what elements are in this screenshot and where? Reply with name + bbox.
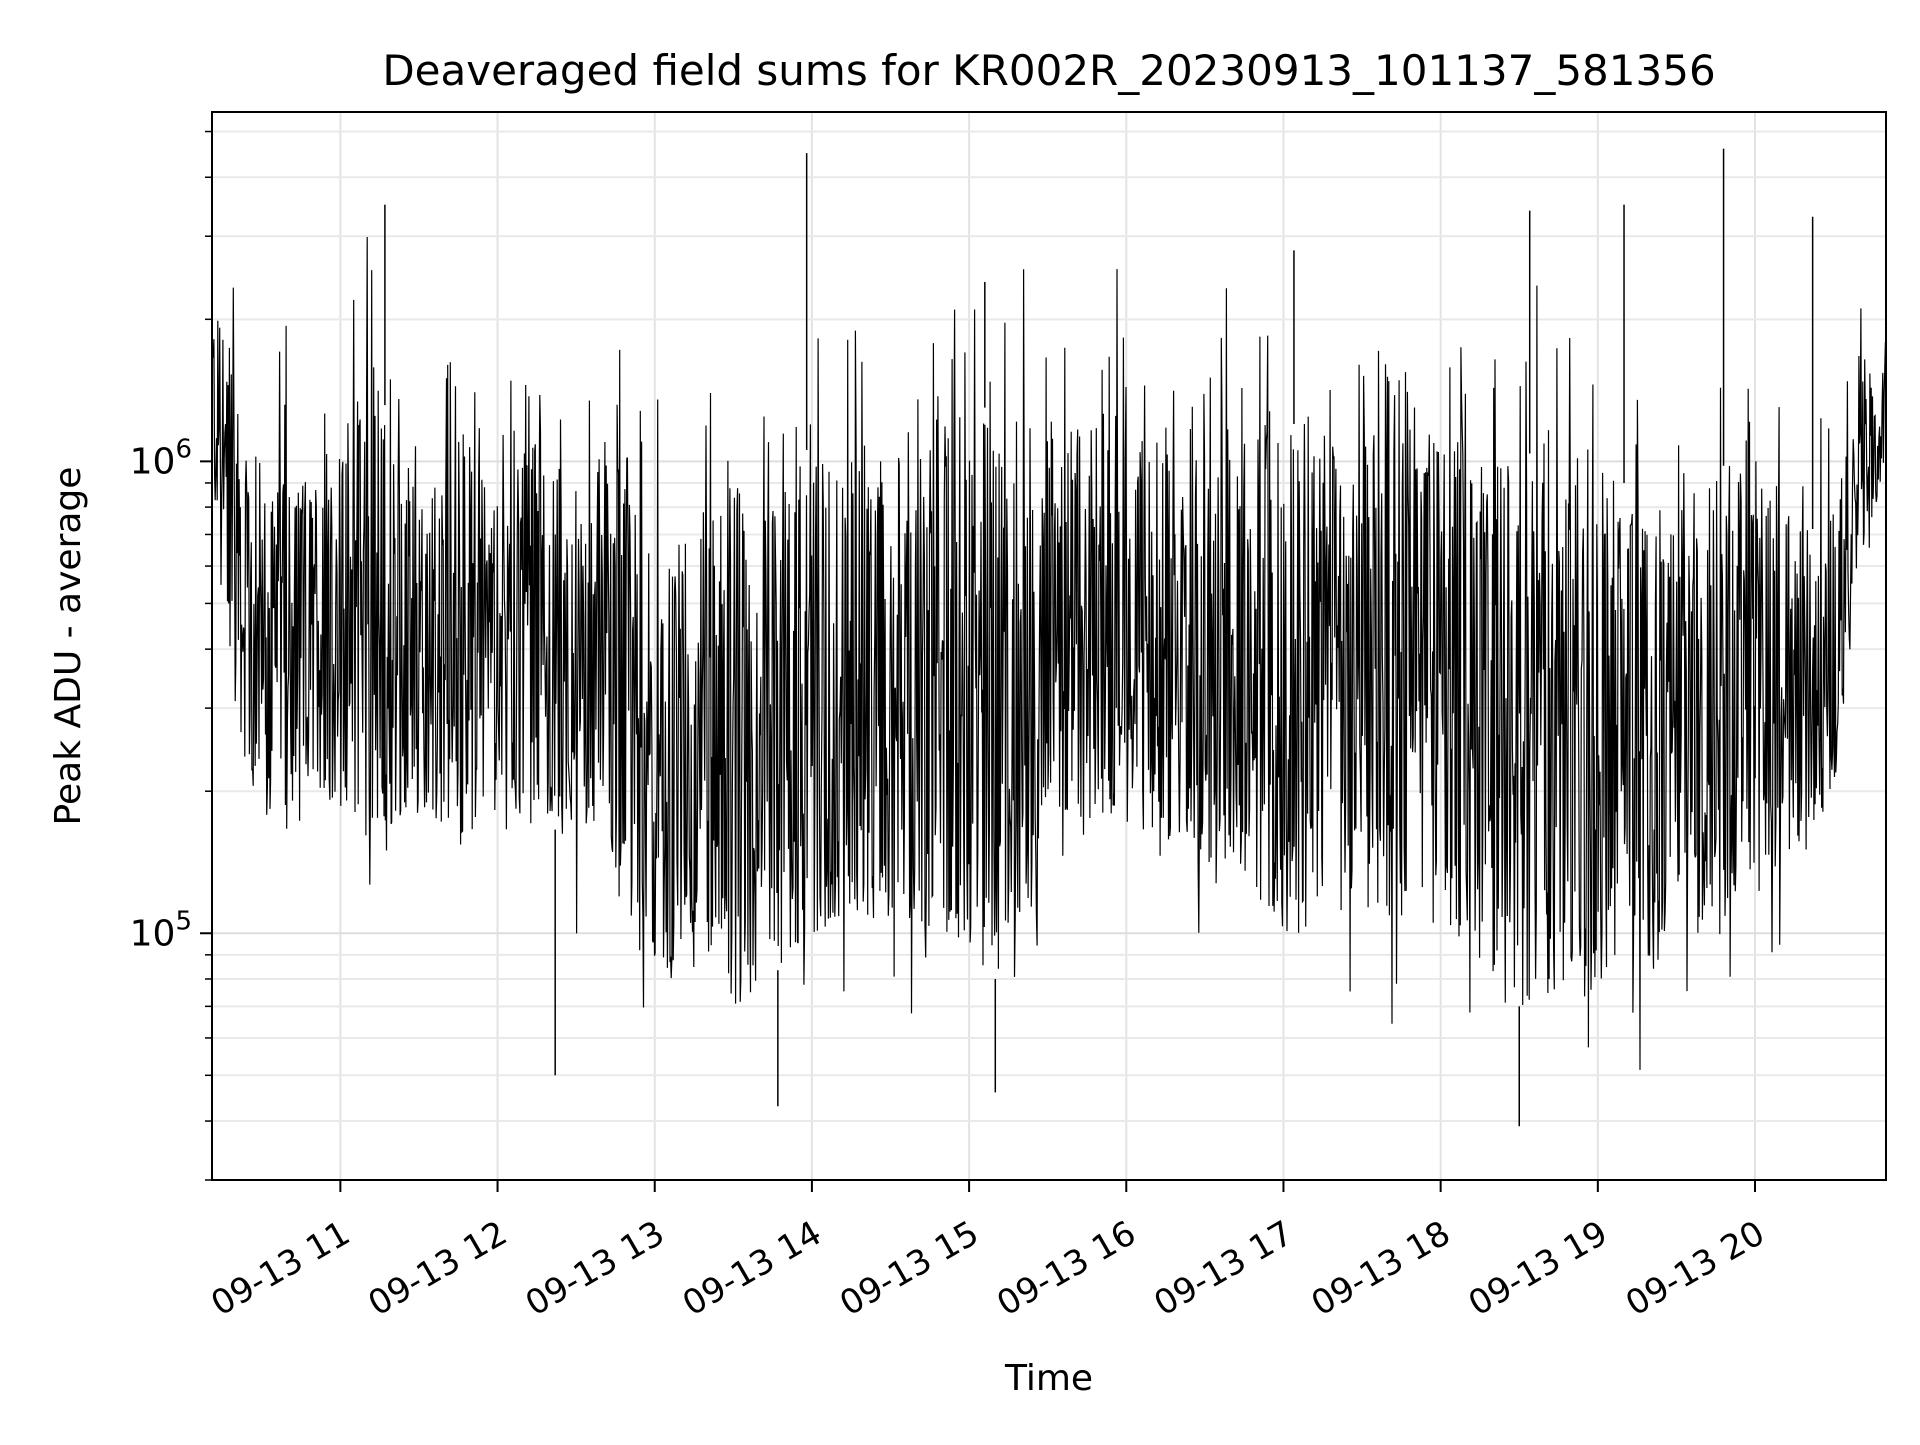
x-axis-label: Time (1004, 1358, 1093, 1399)
y-tick-label: 105 (130, 906, 192, 954)
plot-frame (211, 111, 1887, 1181)
y-tick-label: 106 (130, 434, 192, 482)
series-line (211, 236, 1887, 1070)
chart-title: Deaveraged field sums for KR002R_2023091… (382, 46, 1715, 95)
data-series (211, 148, 1887, 1127)
y-axis-label: Peak ADU - average (48, 467, 89, 826)
